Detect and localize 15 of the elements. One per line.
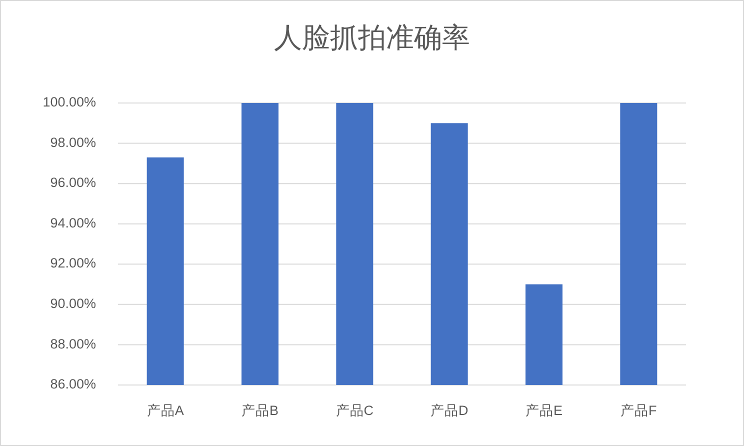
x-tick-label: 产品D — [430, 403, 468, 418]
y-tick-label: 86.00% — [50, 376, 96, 392]
y-tick-label: 94.00% — [50, 215, 96, 230]
x-tick-label: 产品A — [146, 403, 184, 418]
y-tick-label: 98.00% — [50, 134, 96, 150]
y-tick-label: 90.00% — [50, 296, 96, 311]
y-tick-label: 100.00% — [42, 94, 96, 110]
y-tick-label: 92.00% — [50, 256, 96, 271]
y-tick-label: 96.00% — [50, 175, 96, 190]
x-tick-label: 产品C — [336, 403, 374, 418]
y-tick-label: 88.00% — [50, 336, 96, 352]
x-tick-label: 产品F — [620, 403, 657, 418]
x-tick-label: 产品B — [242, 403, 278, 418]
title: 人脸抓拍准确率 — [274, 22, 470, 53]
x-tick-label: 产品E — [526, 403, 562, 418]
